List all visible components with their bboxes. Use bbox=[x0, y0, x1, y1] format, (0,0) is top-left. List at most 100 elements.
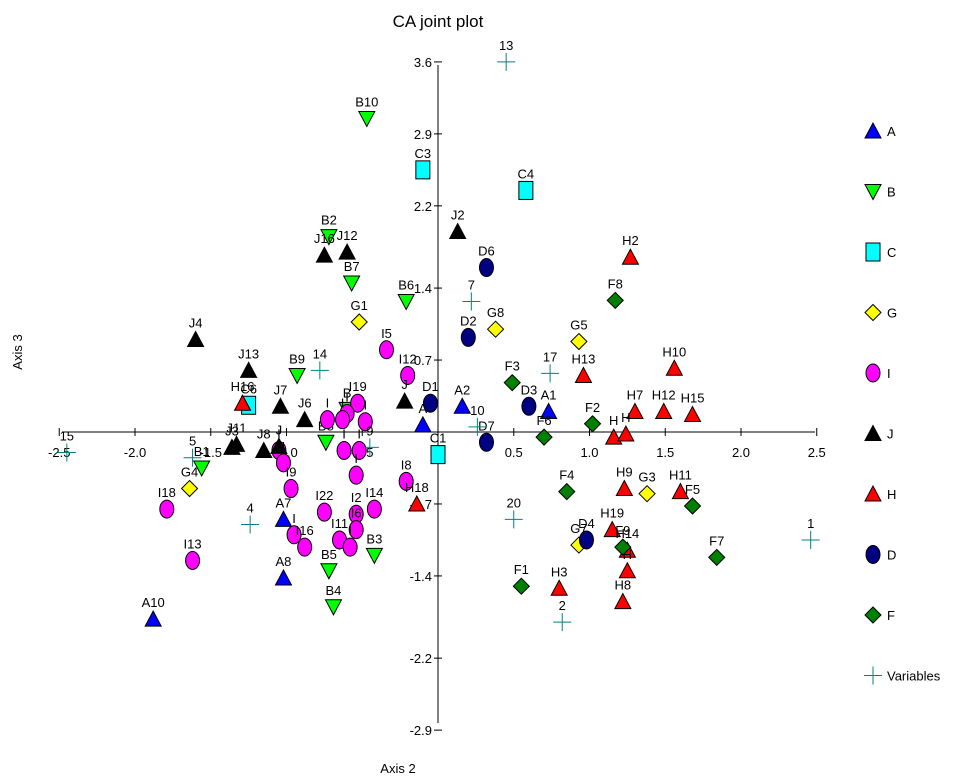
point-i-i19 bbox=[350, 393, 366, 413]
point-d-d3 bbox=[521, 396, 537, 416]
point-f-f6 bbox=[535, 428, 553, 446]
point-h-h11 bbox=[671, 482, 690, 500]
point-label: J3 bbox=[225, 423, 239, 438]
point-label: H15 bbox=[681, 391, 705, 406]
point-label: I bbox=[345, 389, 349, 404]
point-g-g3 bbox=[638, 484, 656, 503]
point-label: 4 bbox=[247, 501, 254, 516]
point-label: 20 bbox=[507, 495, 521, 510]
point-f-f7 bbox=[708, 548, 726, 567]
point-label: J11 bbox=[227, 420, 247, 435]
point-label: I2 bbox=[351, 490, 362, 505]
point-label: I19 bbox=[349, 379, 367, 394]
legend-label: A bbox=[887, 124, 896, 139]
point-f-f5 bbox=[683, 497, 702, 515]
point-i-i16 bbox=[297, 537, 313, 557]
y-tick-label: 2.9 bbox=[414, 127, 432, 142]
point-h-h15 bbox=[683, 405, 702, 423]
point-label: C4 bbox=[518, 166, 535, 181]
point-label: 14 bbox=[313, 346, 327, 361]
legend-label: F bbox=[887, 608, 895, 623]
point-label: H16 bbox=[231, 379, 255, 394]
point-a-a bbox=[414, 415, 432, 433]
legend-marker-variables bbox=[864, 666, 882, 685]
point-h-h18 bbox=[407, 494, 426, 512]
point-label: F6 bbox=[536, 413, 551, 428]
point-label: I bbox=[277, 427, 281, 442]
legend-label: I bbox=[887, 366, 891, 381]
point-h-h7 bbox=[626, 402, 644, 419]
point-j-j16 bbox=[315, 246, 334, 263]
point-j-j bbox=[270, 437, 288, 454]
point-b-b6 bbox=[397, 293, 416, 311]
point-label: B5 bbox=[321, 547, 337, 562]
point-label: I bbox=[341, 396, 345, 411]
point-label: 15 bbox=[60, 429, 74, 444]
point-label: 5 bbox=[189, 434, 196, 449]
point-label: J bbox=[401, 377, 408, 392]
y-ticks: 3.62.92.21.40.7-0.7-1.4-2.2-2.9 bbox=[410, 55, 442, 738]
point-i-i bbox=[342, 537, 358, 557]
point-label: G4 bbox=[181, 465, 198, 480]
point-j-j11 bbox=[227, 435, 246, 452]
data-points: A1A2AA7A8A10B10B2B7B6B9BB8B1B5B4B3C3C4C6… bbox=[57, 38, 820, 632]
point-label: F2 bbox=[585, 400, 600, 415]
legend-label: G bbox=[887, 306, 897, 321]
point-i-i bbox=[286, 525, 302, 545]
point-d-d2 bbox=[460, 327, 476, 347]
point-label: H9 bbox=[616, 465, 633, 480]
point-label: H19 bbox=[600, 506, 624, 521]
point-i-i6 bbox=[348, 520, 364, 540]
point-variables-14 bbox=[310, 361, 329, 380]
point-i-i bbox=[357, 412, 373, 432]
y-tick-label: 0.7 bbox=[414, 353, 432, 368]
point-label: H bbox=[609, 413, 618, 428]
point-label: 1 bbox=[807, 516, 814, 531]
point-j-j8 bbox=[254, 441, 273, 459]
point-variables-1 bbox=[801, 530, 820, 549]
point-label: 10 bbox=[470, 403, 484, 418]
legend-marker-h bbox=[864, 484, 882, 502]
point-label: I bbox=[292, 511, 296, 526]
y-tick-label: -2.9 bbox=[410, 723, 432, 738]
point-f-f2 bbox=[583, 415, 602, 433]
x-tick-label: 0.5 bbox=[505, 445, 523, 460]
point-label: I bbox=[348, 523, 352, 538]
point-label: B6 bbox=[398, 277, 414, 292]
point-label: G3 bbox=[638, 470, 655, 485]
legend-label: B bbox=[887, 185, 896, 200]
point-i-i bbox=[319, 410, 335, 430]
point-i-i22 bbox=[316, 502, 332, 522]
point-label: A8 bbox=[276, 554, 292, 569]
legend-marker-d bbox=[865, 545, 881, 564]
chart-title: CA joint plot bbox=[393, 12, 484, 31]
point-label: B1 bbox=[194, 444, 210, 459]
axes bbox=[62, 65, 815, 723]
x-tick-label: 1.0 bbox=[580, 445, 598, 460]
legend-label: H bbox=[887, 487, 896, 502]
point-label: F3 bbox=[505, 359, 520, 374]
point-label: D3 bbox=[521, 382, 538, 397]
point-label: D4 bbox=[578, 516, 595, 531]
point-i-i13 bbox=[185, 551, 201, 570]
point-label: H11 bbox=[669, 468, 692, 483]
point-h-h9 bbox=[615, 479, 634, 497]
legend-label: J bbox=[887, 427, 894, 442]
point-variables-15 bbox=[57, 443, 76, 462]
point-g-g8 bbox=[486, 320, 505, 338]
point-label: J6 bbox=[298, 396, 312, 411]
point-label: 17 bbox=[543, 349, 557, 364]
y-axis-title: Axis 3 bbox=[10, 334, 25, 369]
point-h-h bbox=[618, 561, 637, 579]
point-label: H8 bbox=[615, 578, 632, 593]
point-variables-17 bbox=[541, 364, 560, 383]
point-label: F1 bbox=[514, 562, 529, 577]
point-label: A bbox=[419, 401, 428, 416]
y-tick-label: 3.6 bbox=[414, 55, 432, 70]
legend-marker-a bbox=[864, 121, 882, 139]
point-b-b10 bbox=[357, 110, 376, 128]
point-h-h3 bbox=[550, 579, 569, 596]
point-label: 9 bbox=[366, 423, 373, 438]
x-tick-label: 1.5 bbox=[656, 445, 674, 460]
point-label: I22 bbox=[315, 488, 333, 503]
